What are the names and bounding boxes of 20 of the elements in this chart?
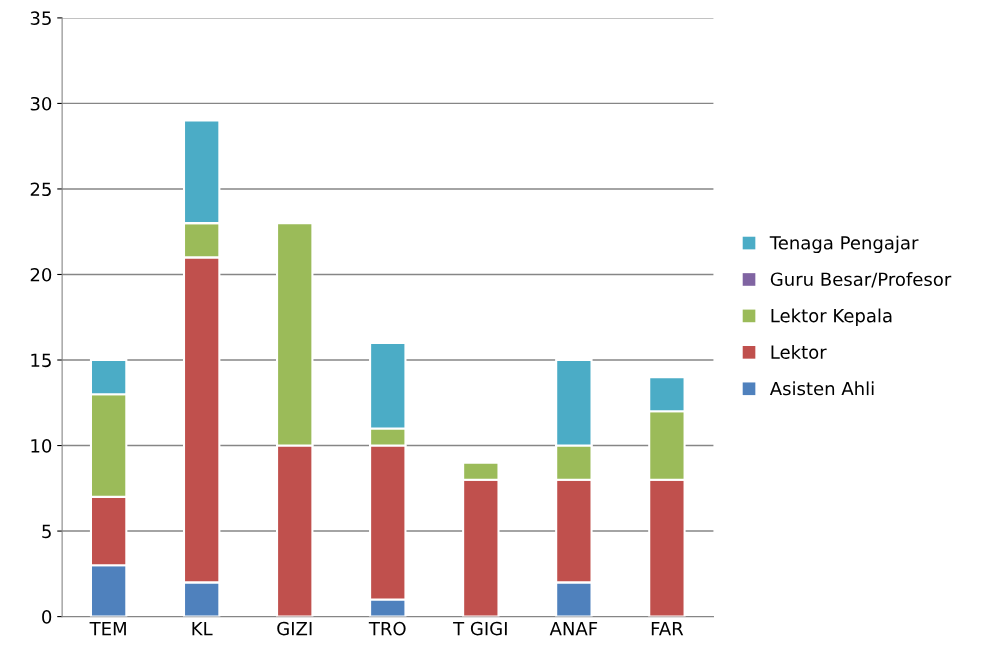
legend-label: Lektor bbox=[771, 344, 827, 359]
x-tick-label: KL bbox=[192, 622, 213, 636]
x-tick-label: ANAF bbox=[549, 622, 598, 636]
x-tick-label: GIZI bbox=[277, 621, 312, 636]
y-tick-label: 20 bbox=[30, 267, 52, 282]
x-tick-label: T GIGI bbox=[453, 621, 507, 636]
legend-label: Asisten Ahli bbox=[769, 381, 874, 396]
x-tick-label: TEM bbox=[89, 622, 126, 636]
y-tick-label: 15 bbox=[31, 353, 51, 368]
legend-label: Tenaga Pengajar bbox=[769, 235, 919, 254]
legend-label: Lektor Kepala bbox=[771, 308, 892, 326]
y-tick-label: 25 bbox=[30, 182, 51, 197]
legend-label: Guru Besar/Profesor bbox=[770, 272, 952, 288]
y-tick-label: 5 bbox=[42, 524, 51, 539]
y-tick-label: 30 bbox=[30, 96, 52, 111]
y-tick-label: 35 bbox=[30, 11, 51, 26]
x-tick-label: TRO bbox=[368, 621, 406, 636]
y-tick-label: 0 bbox=[42, 610, 52, 624]
y-tick-label: 10 bbox=[31, 439, 52, 453]
x-tick-label: FAR bbox=[651, 622, 684, 636]
